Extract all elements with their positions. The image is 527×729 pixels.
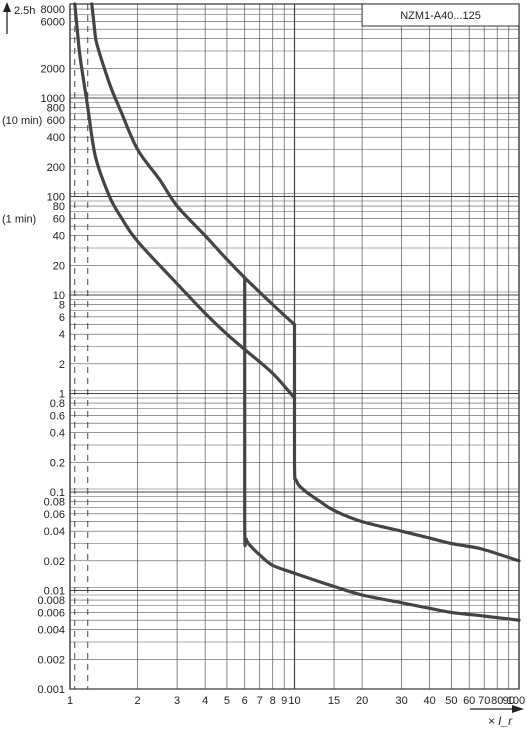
y-tick-label: 0.04 xyxy=(44,526,65,538)
x-tick-label: 15 xyxy=(328,695,340,707)
x-tick-label: 6 xyxy=(242,695,248,707)
y-tick-label: 10 xyxy=(53,290,65,302)
y-tick-label: 200 xyxy=(47,162,65,174)
y-tick-label: 80 xyxy=(53,201,65,213)
series-layer xyxy=(73,2,521,622)
x-tick-label: 7 xyxy=(257,695,263,707)
y-time-label: (1 min) xyxy=(2,213,36,225)
x-tick-label: 2 xyxy=(135,695,141,707)
y-tick-label: 0.06 xyxy=(44,509,65,521)
x-tick-label: 9 xyxy=(281,695,287,707)
y-tick-label: 0.6 xyxy=(50,410,65,422)
y-time-labels: 2.5h (10 min) (1 min) xyxy=(2,5,42,225)
x-tick-label: 30 xyxy=(395,695,407,707)
x-tick-label: 90 xyxy=(503,695,515,707)
x-tick-label: 80 xyxy=(491,695,503,707)
y-tick-label: 0.008 xyxy=(37,595,65,607)
x-tick-label: 20 xyxy=(356,695,368,707)
y-tick-label: 0.002 xyxy=(37,654,65,666)
y-tick-label: 0.001 xyxy=(37,684,65,696)
y-time-label: (10 min) xyxy=(2,115,42,127)
x-tick-label: 5 xyxy=(224,695,230,707)
y-tick-label: 40 xyxy=(53,231,65,243)
y-tick-label: 0.006 xyxy=(37,607,65,619)
y-tick-label: 0.4 xyxy=(50,428,65,440)
y-tick-label: 1 xyxy=(59,388,65,400)
y-tick-label: 2000 xyxy=(41,63,65,75)
y-tick-label: 100 xyxy=(47,191,65,203)
y-tick-label: 6000 xyxy=(41,16,65,28)
x-tick-label: 1 xyxy=(67,695,73,707)
chart-title: NZM1-A40...125 xyxy=(400,10,481,22)
y-tick-label: 8000 xyxy=(41,4,65,16)
y-tick-label: 1000 xyxy=(41,93,65,105)
plot-frame xyxy=(69,3,520,690)
x-tick-label: 40 xyxy=(424,695,436,707)
y-time-label: 2.5h xyxy=(14,5,35,17)
y-tick-label: 2 xyxy=(59,359,65,371)
y-tick-label: 0.004 xyxy=(37,625,65,637)
y-tick-label: 20 xyxy=(53,260,65,272)
x-tick-label: 4 xyxy=(202,695,208,707)
y-tick-label: 0.8 xyxy=(50,398,65,410)
y-tick-label: 800 xyxy=(47,103,65,115)
y-tick-label: 0.08 xyxy=(44,497,65,509)
y-tick-label: 600 xyxy=(47,115,65,127)
y-tick-label: 4 xyxy=(59,329,65,341)
series-line-2 xyxy=(90,2,297,327)
x-axis-arrow xyxy=(470,705,524,713)
x-tick-label: 50 xyxy=(445,695,457,707)
y-tick-label: 8 xyxy=(59,300,65,312)
x-tick-label: 8 xyxy=(270,695,276,707)
y-tick-label: 0.02 xyxy=(44,556,65,568)
series-line-4 xyxy=(292,323,521,563)
series-line-3 xyxy=(243,276,521,622)
x-tick-label: 100 xyxy=(507,695,525,707)
y-axis-arrow xyxy=(3,2,11,34)
x-tick-label: 10 xyxy=(288,695,300,707)
y-tick-label: 60 xyxy=(53,213,65,225)
x-axis-label: × I_r xyxy=(488,714,513,728)
x-tick-label: 3 xyxy=(174,695,180,707)
x-tick-label: 70 xyxy=(478,695,490,707)
y-tick-label: 0.01 xyxy=(44,585,65,597)
title-box: NZM1-A40...125 xyxy=(361,3,520,27)
x-tick-label: 60 xyxy=(463,695,475,707)
y-tick-label: 6 xyxy=(59,312,65,324)
y-tick-label: 0.2 xyxy=(50,457,65,469)
y-tick-label: 0.1 xyxy=(50,487,65,499)
y-tick-label: 400 xyxy=(47,132,65,144)
